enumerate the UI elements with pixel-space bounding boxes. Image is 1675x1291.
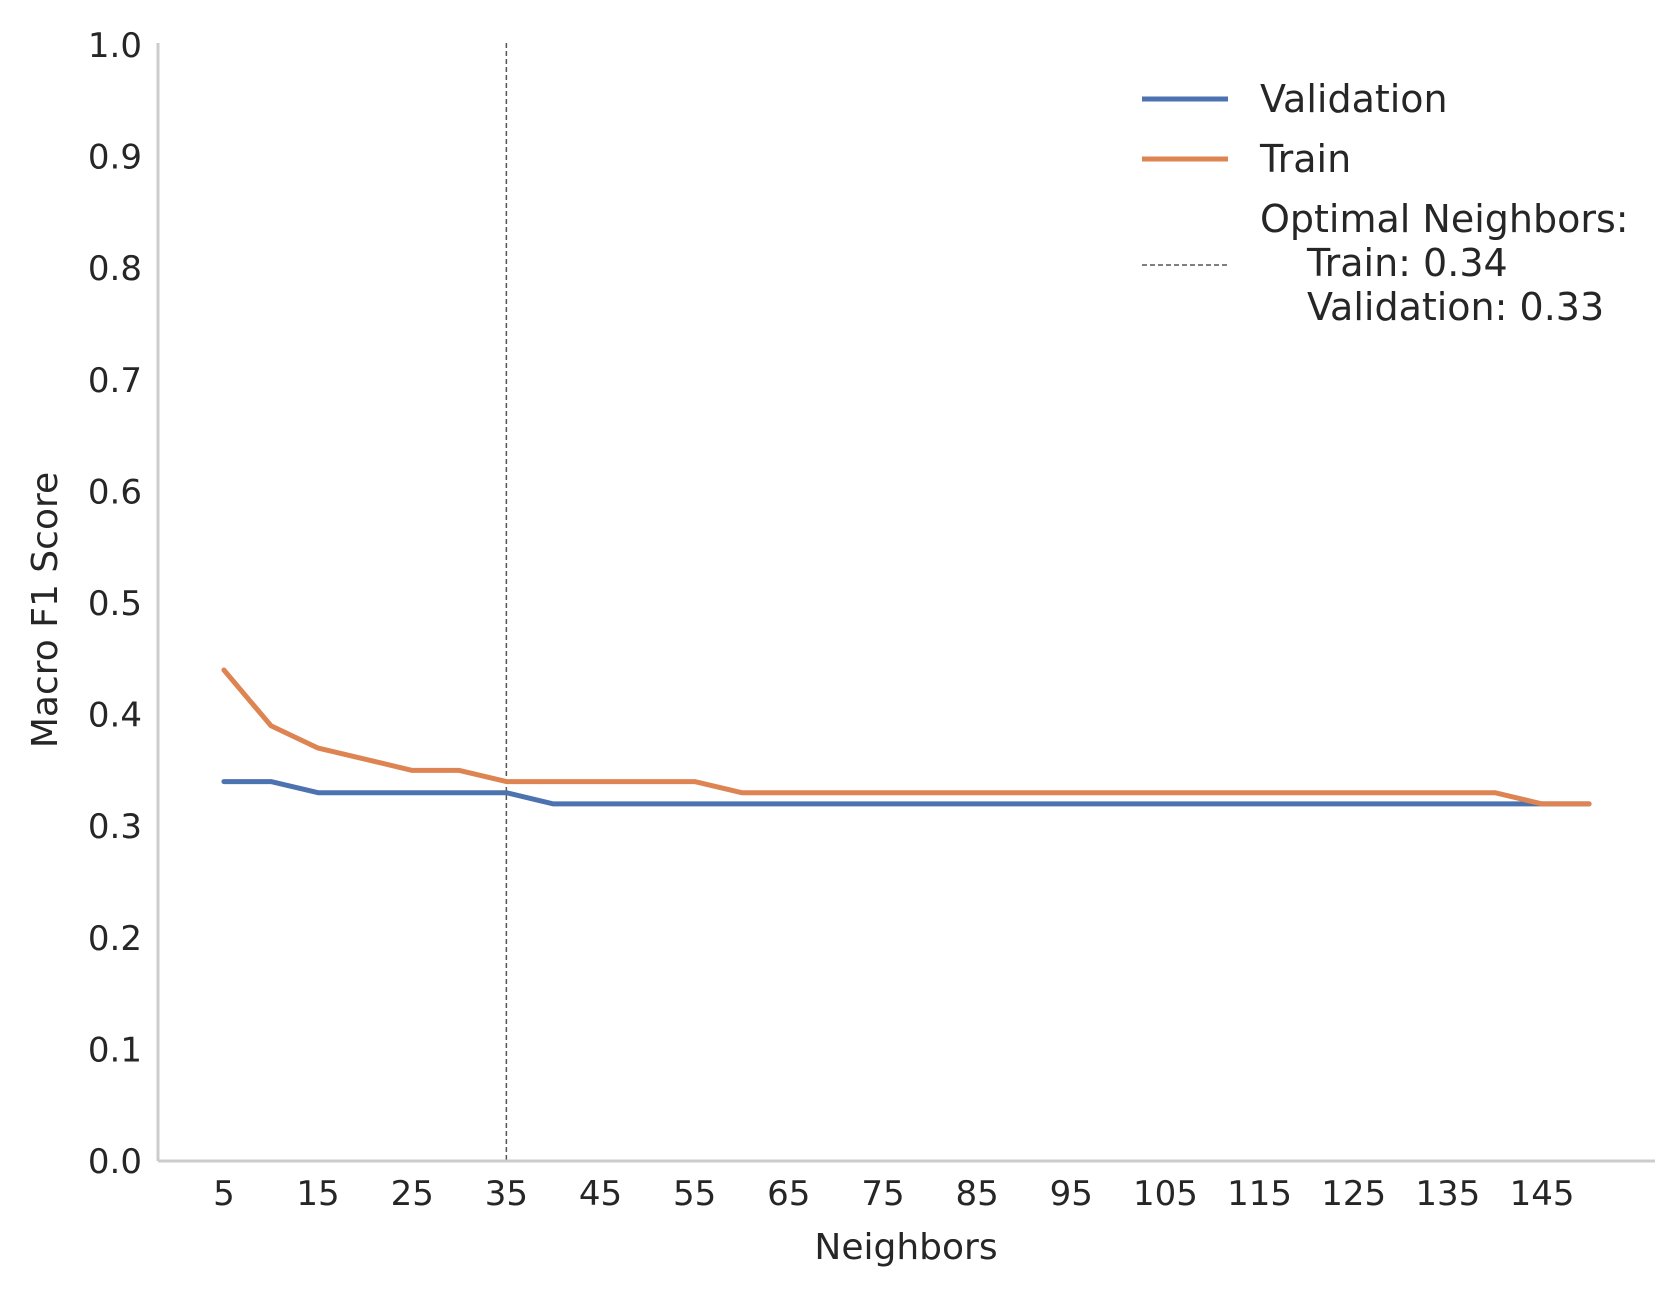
y-tick-label: 0.4 bbox=[88, 696, 142, 736]
x-tick-label: 135 bbox=[1415, 1174, 1480, 1214]
y-axis-label: Macro F1 Score bbox=[25, 472, 66, 748]
legend-label-train: Train bbox=[1259, 137, 1351, 181]
x-tick-label: 125 bbox=[1321, 1174, 1386, 1214]
x-tick-label: 85 bbox=[955, 1174, 998, 1214]
legend-label-optimal-line2: Train: 0.34 bbox=[1306, 241, 1508, 285]
legend-label-optimal-line1: Optimal Neighbors: bbox=[1260, 197, 1629, 241]
x-tick-label: 145 bbox=[1510, 1174, 1575, 1214]
x-axis-label: Neighbors bbox=[814, 1227, 997, 1268]
y-tick-label: 0.6 bbox=[88, 472, 142, 512]
y-tick-label: 0.5 bbox=[88, 584, 142, 624]
x-tick-label: 55 bbox=[673, 1174, 716, 1214]
x-tick-label: 15 bbox=[296, 1174, 339, 1214]
x-tick-label: 35 bbox=[485, 1174, 528, 1214]
y-tick-label: 0.7 bbox=[88, 361, 142, 401]
series-line-validation bbox=[221, 779, 1592, 807]
y-tick-label: 0.2 bbox=[88, 919, 142, 959]
y-tick-label: 0.8 bbox=[88, 249, 142, 289]
y-tick-label: 0.1 bbox=[88, 1030, 142, 1070]
x-tick-labels: 5 15 25 35 45 55 65 75 85 95 105 115 125 135 145 bbox=[213, 1174, 1574, 1214]
legend-label-validation: Validation bbox=[1260, 77, 1448, 121]
y-tick-labels: 0.0 0.1 0.2 0.3 0.4 0.5 0.6 0.7 0.8 0.9 1.0 bbox=[88, 26, 142, 1182]
x-tick-label: 65 bbox=[767, 1174, 810, 1214]
x-tick-label: 115 bbox=[1227, 1174, 1292, 1214]
series-line-train bbox=[221, 667, 1592, 807]
y-tick-label: 1.0 bbox=[88, 26, 142, 66]
plot-area bbox=[221, 43, 1592, 1161]
x-tick-label: 45 bbox=[579, 1174, 622, 1214]
x-tick-label: 5 bbox=[213, 1174, 235, 1214]
legend: Validation Train Optimal Neighbors: Trai… bbox=[1142, 77, 1629, 329]
x-tick-label: 25 bbox=[391, 1174, 434, 1214]
y-tick-label: 0.0 bbox=[88, 1142, 142, 1182]
axes bbox=[156, 43, 1655, 1163]
x-tick-label: 75 bbox=[861, 1174, 904, 1214]
legend-label-optimal-line3: Validation: 0.33 bbox=[1307, 285, 1604, 329]
x-tick-label: 95 bbox=[1050, 1174, 1093, 1214]
x-tick-label: 105 bbox=[1133, 1174, 1198, 1214]
y-tick-label: 0.3 bbox=[88, 807, 142, 847]
y-tick-label: 0.9 bbox=[88, 138, 142, 178]
